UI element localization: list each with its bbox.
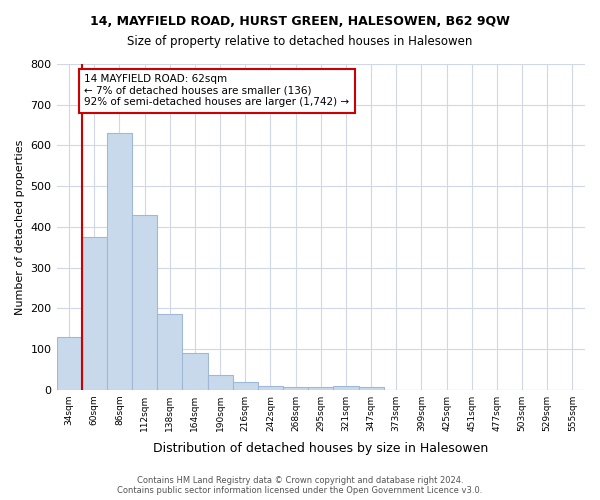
Bar <box>132 214 157 390</box>
Text: 14, MAYFIELD ROAD, HURST GREEN, HALESOWEN, B62 9QW: 14, MAYFIELD ROAD, HURST GREEN, HALESOWE… <box>90 15 510 28</box>
Text: Contains HM Land Registry data © Crown copyright and database right 2024.
Contai: Contains HM Land Registry data © Crown c… <box>118 476 482 495</box>
Bar <box>82 237 107 390</box>
Bar <box>157 314 182 390</box>
Bar <box>359 387 383 390</box>
Bar <box>107 133 132 390</box>
Y-axis label: Number of detached properties: Number of detached properties <box>15 139 25 314</box>
Bar <box>334 386 359 390</box>
X-axis label: Distribution of detached houses by size in Halesowen: Distribution of detached houses by size … <box>153 442 488 455</box>
Bar <box>283 387 308 390</box>
Bar <box>56 336 82 390</box>
Bar <box>258 386 283 390</box>
Bar <box>182 353 208 390</box>
Bar <box>208 374 233 390</box>
Bar <box>308 387 334 390</box>
Bar <box>233 382 258 390</box>
Text: 14 MAYFIELD ROAD: 62sqm
← 7% of detached houses are smaller (136)
92% of semi-de: 14 MAYFIELD ROAD: 62sqm ← 7% of detached… <box>84 74 349 108</box>
Text: Size of property relative to detached houses in Halesowen: Size of property relative to detached ho… <box>127 35 473 48</box>
